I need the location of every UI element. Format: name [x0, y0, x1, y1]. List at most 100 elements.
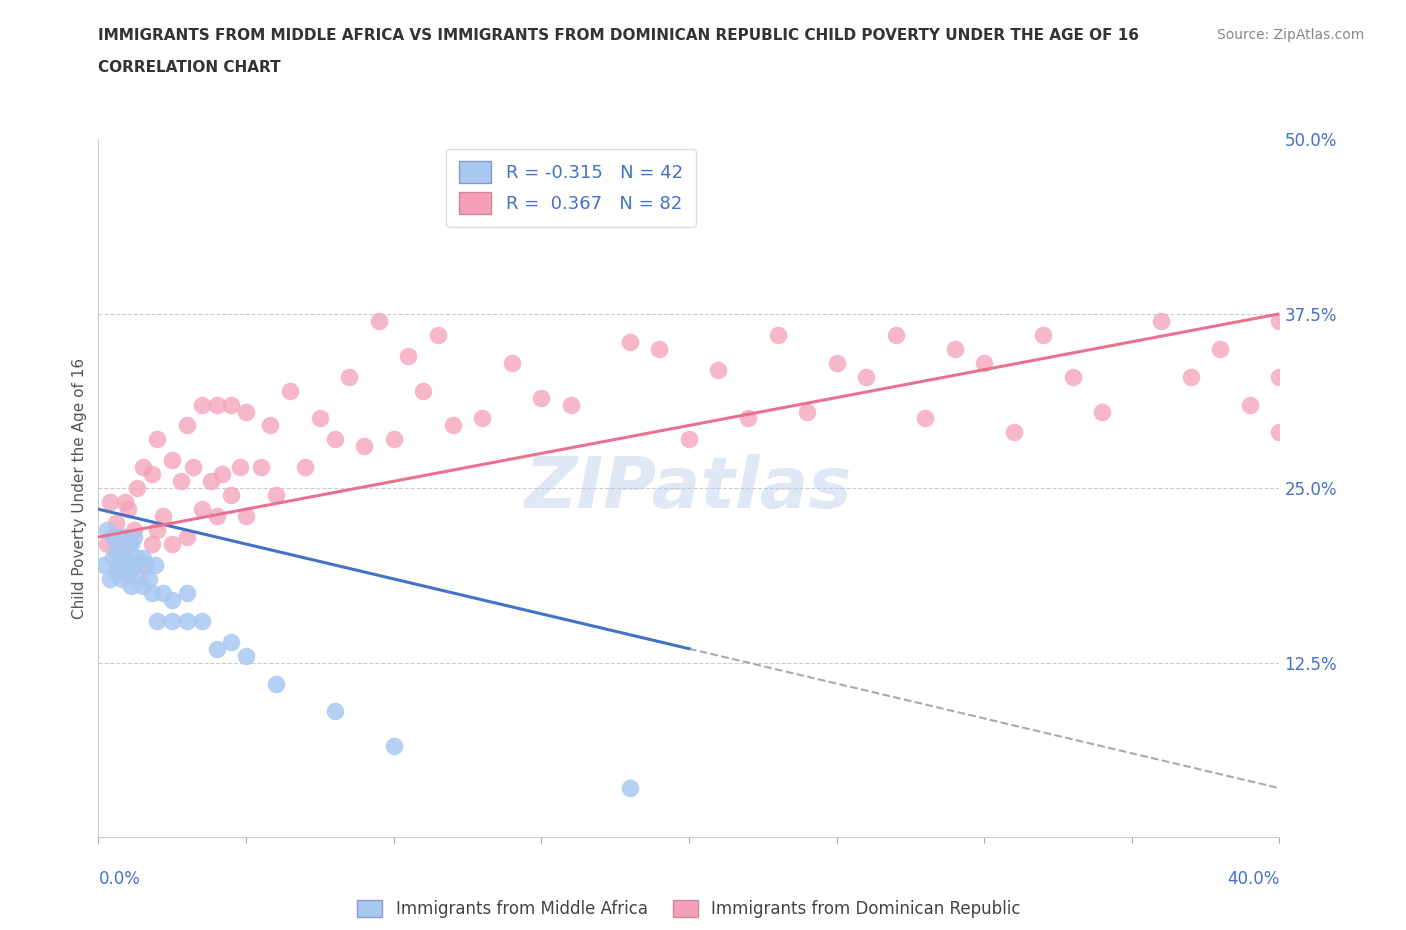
Point: [103, 551, 125, 565]
Point: [152, 586, 174, 601]
Point: [98, 571, 121, 587]
Point: [103, 530, 125, 545]
Point: [943, 341, 966, 356]
Point: [530, 391, 553, 405]
Point: [259, 418, 281, 433]
Point: [1268, 369, 1291, 384]
Legend: Immigrants from Middle Africa, Immigrants from Dominican Republic: Immigrants from Middle Africa, Immigrant…: [349, 892, 1029, 926]
Point: [278, 383, 302, 398]
Point: [368, 313, 391, 328]
Point: [93, 558, 115, 573]
Point: [235, 509, 257, 524]
Point: [162, 614, 183, 629]
Point: [264, 676, 287, 691]
Point: [141, 467, 163, 482]
Point: [412, 383, 434, 398]
Point: [294, 460, 316, 474]
Point: [181, 460, 204, 474]
Point: [1239, 397, 1261, 412]
Point: [1268, 313, 1291, 328]
Point: [1150, 313, 1173, 328]
Point: [796, 404, 818, 418]
Point: [1180, 369, 1202, 384]
Point: [122, 558, 145, 573]
Point: [337, 369, 360, 384]
Point: [143, 558, 166, 573]
Point: [353, 439, 375, 454]
Point: [1372, 369, 1395, 384]
Point: [219, 488, 242, 503]
Point: [1357, 355, 1379, 370]
Point: [205, 397, 228, 412]
Point: [235, 404, 257, 418]
Point: [176, 586, 198, 601]
Point: [125, 481, 148, 496]
Point: [114, 551, 136, 565]
Point: [105, 543, 128, 558]
Point: [111, 543, 134, 558]
Point: [117, 558, 139, 573]
Point: [1298, 341, 1320, 356]
Point: [176, 614, 198, 629]
Point: [98, 495, 121, 510]
Point: [200, 474, 222, 489]
Point: [914, 411, 936, 426]
Point: [114, 495, 136, 510]
Text: Source: ZipAtlas.com: Source: ZipAtlas.com: [1216, 28, 1364, 42]
Text: IMMIGRANTS FROM MIDDLE AFRICA VS IMMIGRANTS FROM DOMINICAN REPUBLIC CHILD POVERT: IMMIGRANTS FROM MIDDLE AFRICA VS IMMIGRA…: [98, 28, 1139, 43]
Point: [120, 578, 142, 593]
Point: [132, 551, 155, 565]
Point: [235, 648, 257, 663]
Point: [1327, 418, 1350, 433]
Point: [152, 509, 174, 524]
Point: [162, 453, 183, 468]
Point: [117, 565, 139, 579]
Point: [176, 418, 198, 433]
Point: [191, 502, 214, 517]
Point: [105, 565, 128, 579]
Point: [427, 327, 450, 342]
Point: [132, 460, 155, 474]
Point: [1091, 404, 1114, 418]
Point: [1268, 425, 1291, 440]
Point: [678, 432, 700, 447]
Point: [619, 781, 641, 796]
Point: [122, 523, 145, 538]
Point: [125, 571, 148, 587]
Point: [138, 571, 160, 587]
Point: [135, 558, 157, 573]
Point: [1209, 341, 1232, 356]
Point: [264, 488, 287, 503]
Point: [219, 634, 242, 649]
Point: [191, 614, 214, 629]
Point: [471, 411, 494, 426]
Point: [111, 530, 134, 545]
Point: [114, 530, 136, 545]
Point: [105, 515, 128, 530]
Point: [146, 523, 169, 538]
Point: [707, 362, 730, 378]
Y-axis label: Child Poverty Under the Age of 16: Child Poverty Under the Age of 16: [72, 358, 87, 618]
Point: [1032, 327, 1054, 342]
Point: [884, 327, 907, 342]
Point: [229, 460, 252, 474]
Point: [973, 355, 995, 370]
Point: [619, 334, 641, 349]
Point: [205, 509, 228, 524]
Point: [141, 537, 163, 551]
Point: [205, 642, 228, 657]
Text: 40.0%: 40.0%: [1227, 870, 1279, 887]
Point: [162, 592, 183, 607]
Point: [191, 397, 214, 412]
Point: [132, 578, 155, 593]
Point: [323, 432, 346, 447]
Point: [382, 738, 405, 753]
Point: [441, 418, 464, 433]
Text: 0.0%: 0.0%: [98, 870, 141, 887]
Point: [396, 349, 419, 364]
Point: [219, 397, 242, 412]
Point: [382, 432, 405, 447]
Text: ZIPatlas: ZIPatlas: [526, 454, 852, 523]
Point: [146, 432, 169, 447]
Point: [122, 530, 145, 545]
